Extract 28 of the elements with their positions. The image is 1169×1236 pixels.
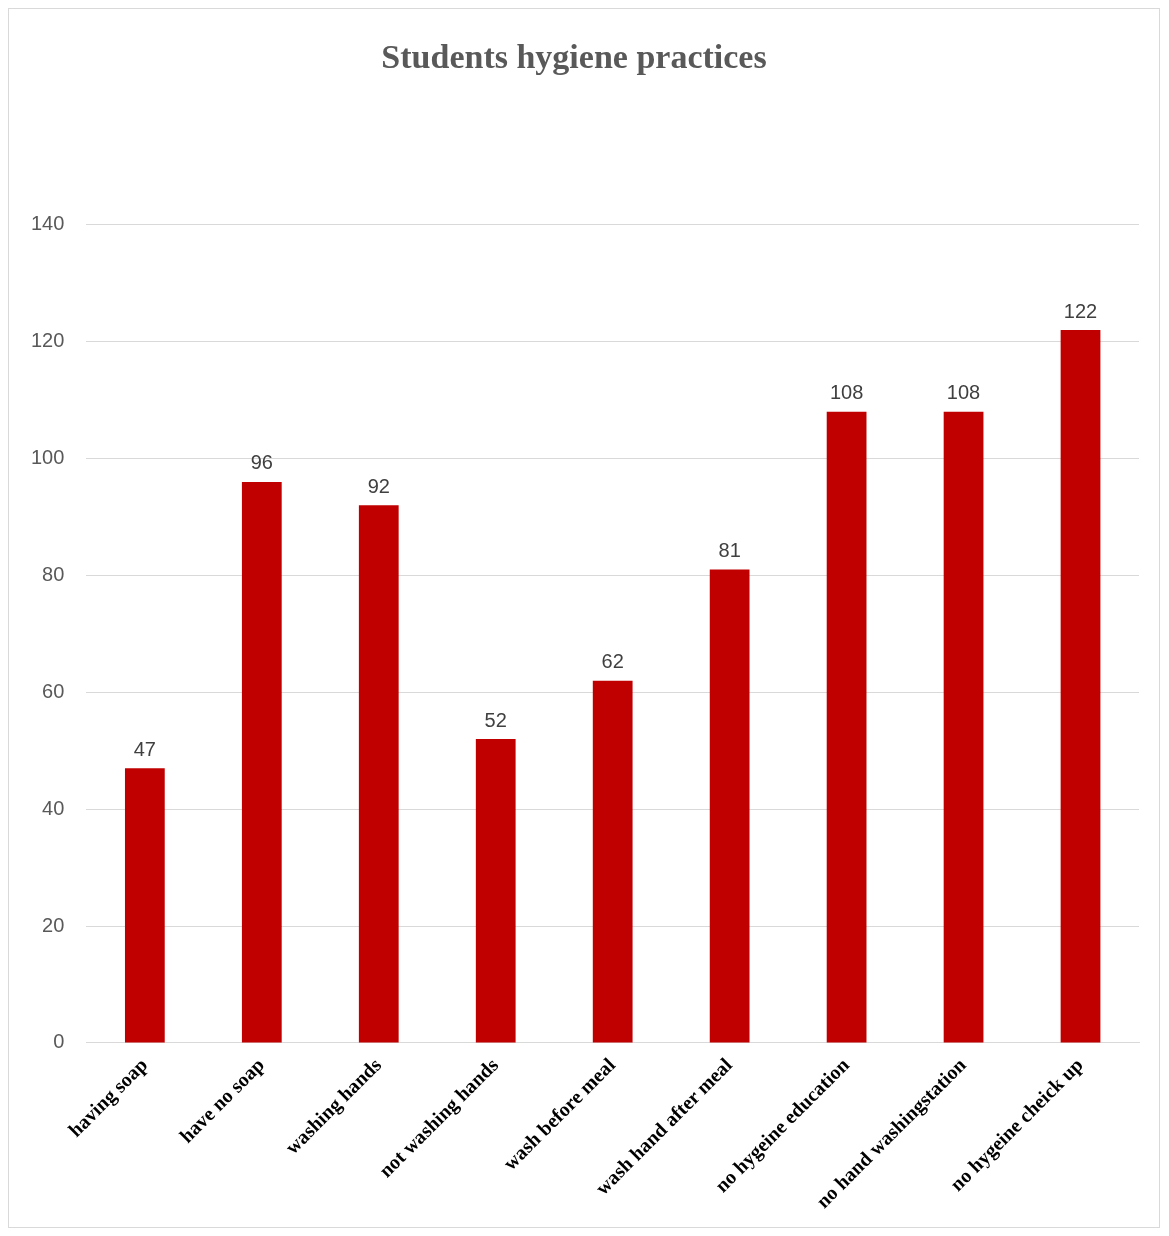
y-tick-label: 120 — [30, 329, 65, 352]
bar — [1060, 329, 1101, 1043]
chart-title: Students hygiene practices — [381, 38, 767, 76]
bar — [826, 411, 867, 1043]
bar — [124, 768, 165, 1043]
data-label: 52 — [484, 708, 507, 731]
x-tick-label: have no soap — [174, 1053, 269, 1148]
data-label: 92 — [367, 474, 390, 497]
y-tick-label: 20 — [42, 913, 65, 936]
y-tick-label: 0 — [53, 1030, 65, 1053]
y-tick-label: 60 — [42, 679, 65, 702]
y-tick-label: 100 — [30, 446, 65, 469]
y-tick-label: 140 — [30, 212, 65, 235]
y-tick-label: 40 — [42, 796, 65, 819]
bar — [709, 569, 750, 1043]
data-label: 122 — [1063, 299, 1098, 322]
data-label: 62 — [601, 650, 624, 673]
data-label: 108 — [829, 381, 864, 404]
bar — [475, 739, 516, 1043]
data-label: 108 — [946, 381, 981, 404]
bar — [358, 505, 399, 1043]
y-tick-label: 80 — [42, 562, 65, 585]
data-label: 81 — [718, 539, 741, 562]
data-label: 96 — [250, 451, 273, 474]
bar — [943, 411, 984, 1043]
bar — [592, 680, 633, 1043]
data-label: 47 — [133, 737, 156, 760]
bar — [241, 481, 282, 1043]
